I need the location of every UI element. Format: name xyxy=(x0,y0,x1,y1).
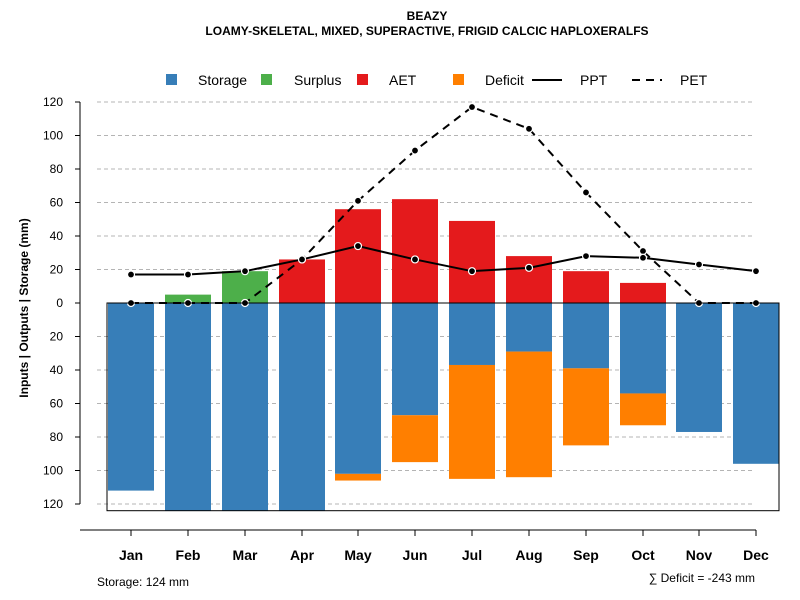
storage-bar-apr xyxy=(279,303,325,511)
ppt-point xyxy=(638,253,648,262)
deficit-bar-jun xyxy=(392,415,438,463)
aet-bar-apr xyxy=(279,259,325,303)
legend-swatch-storage xyxy=(166,74,177,85)
storage-bar-may xyxy=(335,303,381,474)
storage-bar-sep xyxy=(563,303,609,369)
deficit-bar-sep xyxy=(563,368,609,446)
storage-note: Storage: 124 mm xyxy=(97,575,189,589)
ppt-point xyxy=(581,252,591,261)
legend-label-deficit: Deficit xyxy=(485,72,524,88)
storage-bar-jan xyxy=(108,303,154,491)
y-tick-label: 20 xyxy=(50,263,64,277)
storage-bar-aug xyxy=(506,303,552,352)
x-tick-label-feb: Feb xyxy=(176,547,201,563)
aet-bar-sep xyxy=(563,271,609,303)
pet-point xyxy=(410,146,420,155)
ppt-point xyxy=(126,270,136,279)
y-tick-label: 20 xyxy=(50,330,64,344)
x-tick-label-jan: Jan xyxy=(119,547,143,563)
surplus-bar-feb xyxy=(165,294,211,303)
deficit-bar-oct xyxy=(620,393,666,426)
ppt-line xyxy=(131,245,757,276)
storage-bar-dec xyxy=(733,303,779,464)
x-tick-label-oct: Oct xyxy=(631,547,655,563)
y-tick-label: 0 xyxy=(56,296,63,310)
storage-bar-oct xyxy=(620,303,666,394)
deficit-bar-may xyxy=(335,473,381,481)
aet-bar-jun xyxy=(392,199,438,303)
legend-label-storage: Storage xyxy=(198,72,247,88)
storage-bar-jul xyxy=(449,303,495,365)
chart-subtitle: LOAMY-SKELETAL, MIXED, SUPERACTIVE, FRIG… xyxy=(205,24,648,38)
x-tick-label-aug: Aug xyxy=(515,547,542,563)
ppt-point xyxy=(467,267,477,276)
deficit-bar-aug xyxy=(506,351,552,478)
x-tick-label-nov: Nov xyxy=(686,547,713,563)
y-tick-label: 60 xyxy=(50,397,64,411)
y-tick-label: 40 xyxy=(50,363,64,377)
legend-swatch-surplus xyxy=(261,74,272,85)
pet-point xyxy=(467,102,477,112)
y-tick-label: 120 xyxy=(43,95,63,109)
aet-bar-may xyxy=(335,209,381,303)
storage-bar-jun xyxy=(392,303,438,416)
bars xyxy=(108,199,779,511)
y-tick-label: 120 xyxy=(43,497,63,511)
deficit-note: ∑ Deficit = -243 mm xyxy=(649,571,755,585)
ppt-point xyxy=(353,241,363,251)
y-tick-label: 80 xyxy=(50,430,64,444)
ppt-point xyxy=(183,270,193,279)
aet-bar-oct xyxy=(620,282,666,303)
x-tick-label-jul: Jul xyxy=(462,547,482,563)
aet-bar-aug xyxy=(506,256,552,303)
legend-label-pet: PET xyxy=(680,72,708,88)
y-tick-label: 80 xyxy=(50,162,64,176)
y-tick-label: 60 xyxy=(50,196,64,210)
legend-label-aet: AET xyxy=(389,72,417,88)
ppt-point xyxy=(694,260,704,269)
legend: Storage Surplus AET Deficit PPT PET xyxy=(166,72,708,88)
storage-bar-feb xyxy=(165,303,211,511)
y-tick-label: 40 xyxy=(50,229,64,243)
pet-point xyxy=(353,196,363,205)
x-tick-label-may: May xyxy=(344,547,371,563)
x-tick-label-sep: Sep xyxy=(573,547,599,563)
storage-bar-nov xyxy=(676,303,722,432)
pet-point xyxy=(581,188,591,197)
pet-point xyxy=(638,246,648,256)
x-tick-label-apr: Apr xyxy=(290,547,315,563)
storage-bar-mar xyxy=(222,303,268,511)
deficit-bar-jul xyxy=(449,364,495,479)
legend-label-ppt: PPT xyxy=(580,72,608,88)
ppt-point xyxy=(751,267,761,276)
y-tick-label: 100 xyxy=(43,129,63,143)
ppt-point xyxy=(524,263,534,272)
axes: 120 100 80 60 40 20 0 20 40 60 80 100 120 Jan Feb Mar Ap… xyxy=(43,95,780,563)
ppt-point xyxy=(410,255,420,264)
aet-bar-jul xyxy=(449,220,495,303)
legend-label-surplus: Surplus xyxy=(294,72,341,88)
x-tick-label-jun: Jun xyxy=(403,547,428,563)
ppt-point xyxy=(240,267,250,276)
ppt-point xyxy=(297,255,307,264)
x-tick-label-mar: Mar xyxy=(233,547,258,563)
legend-swatch-aet xyxy=(357,74,368,85)
y-axis-label: Inputs | Outputs | Storage (mm) xyxy=(17,218,31,397)
x-tick-label-dec: Dec xyxy=(743,547,769,563)
surplus-bar-mar xyxy=(222,271,268,303)
chart-title: BEAZY xyxy=(407,9,448,23)
legend-swatch-deficit xyxy=(453,74,464,85)
pet-point xyxy=(524,124,534,133)
y-tick-label: 100 xyxy=(43,464,63,478)
